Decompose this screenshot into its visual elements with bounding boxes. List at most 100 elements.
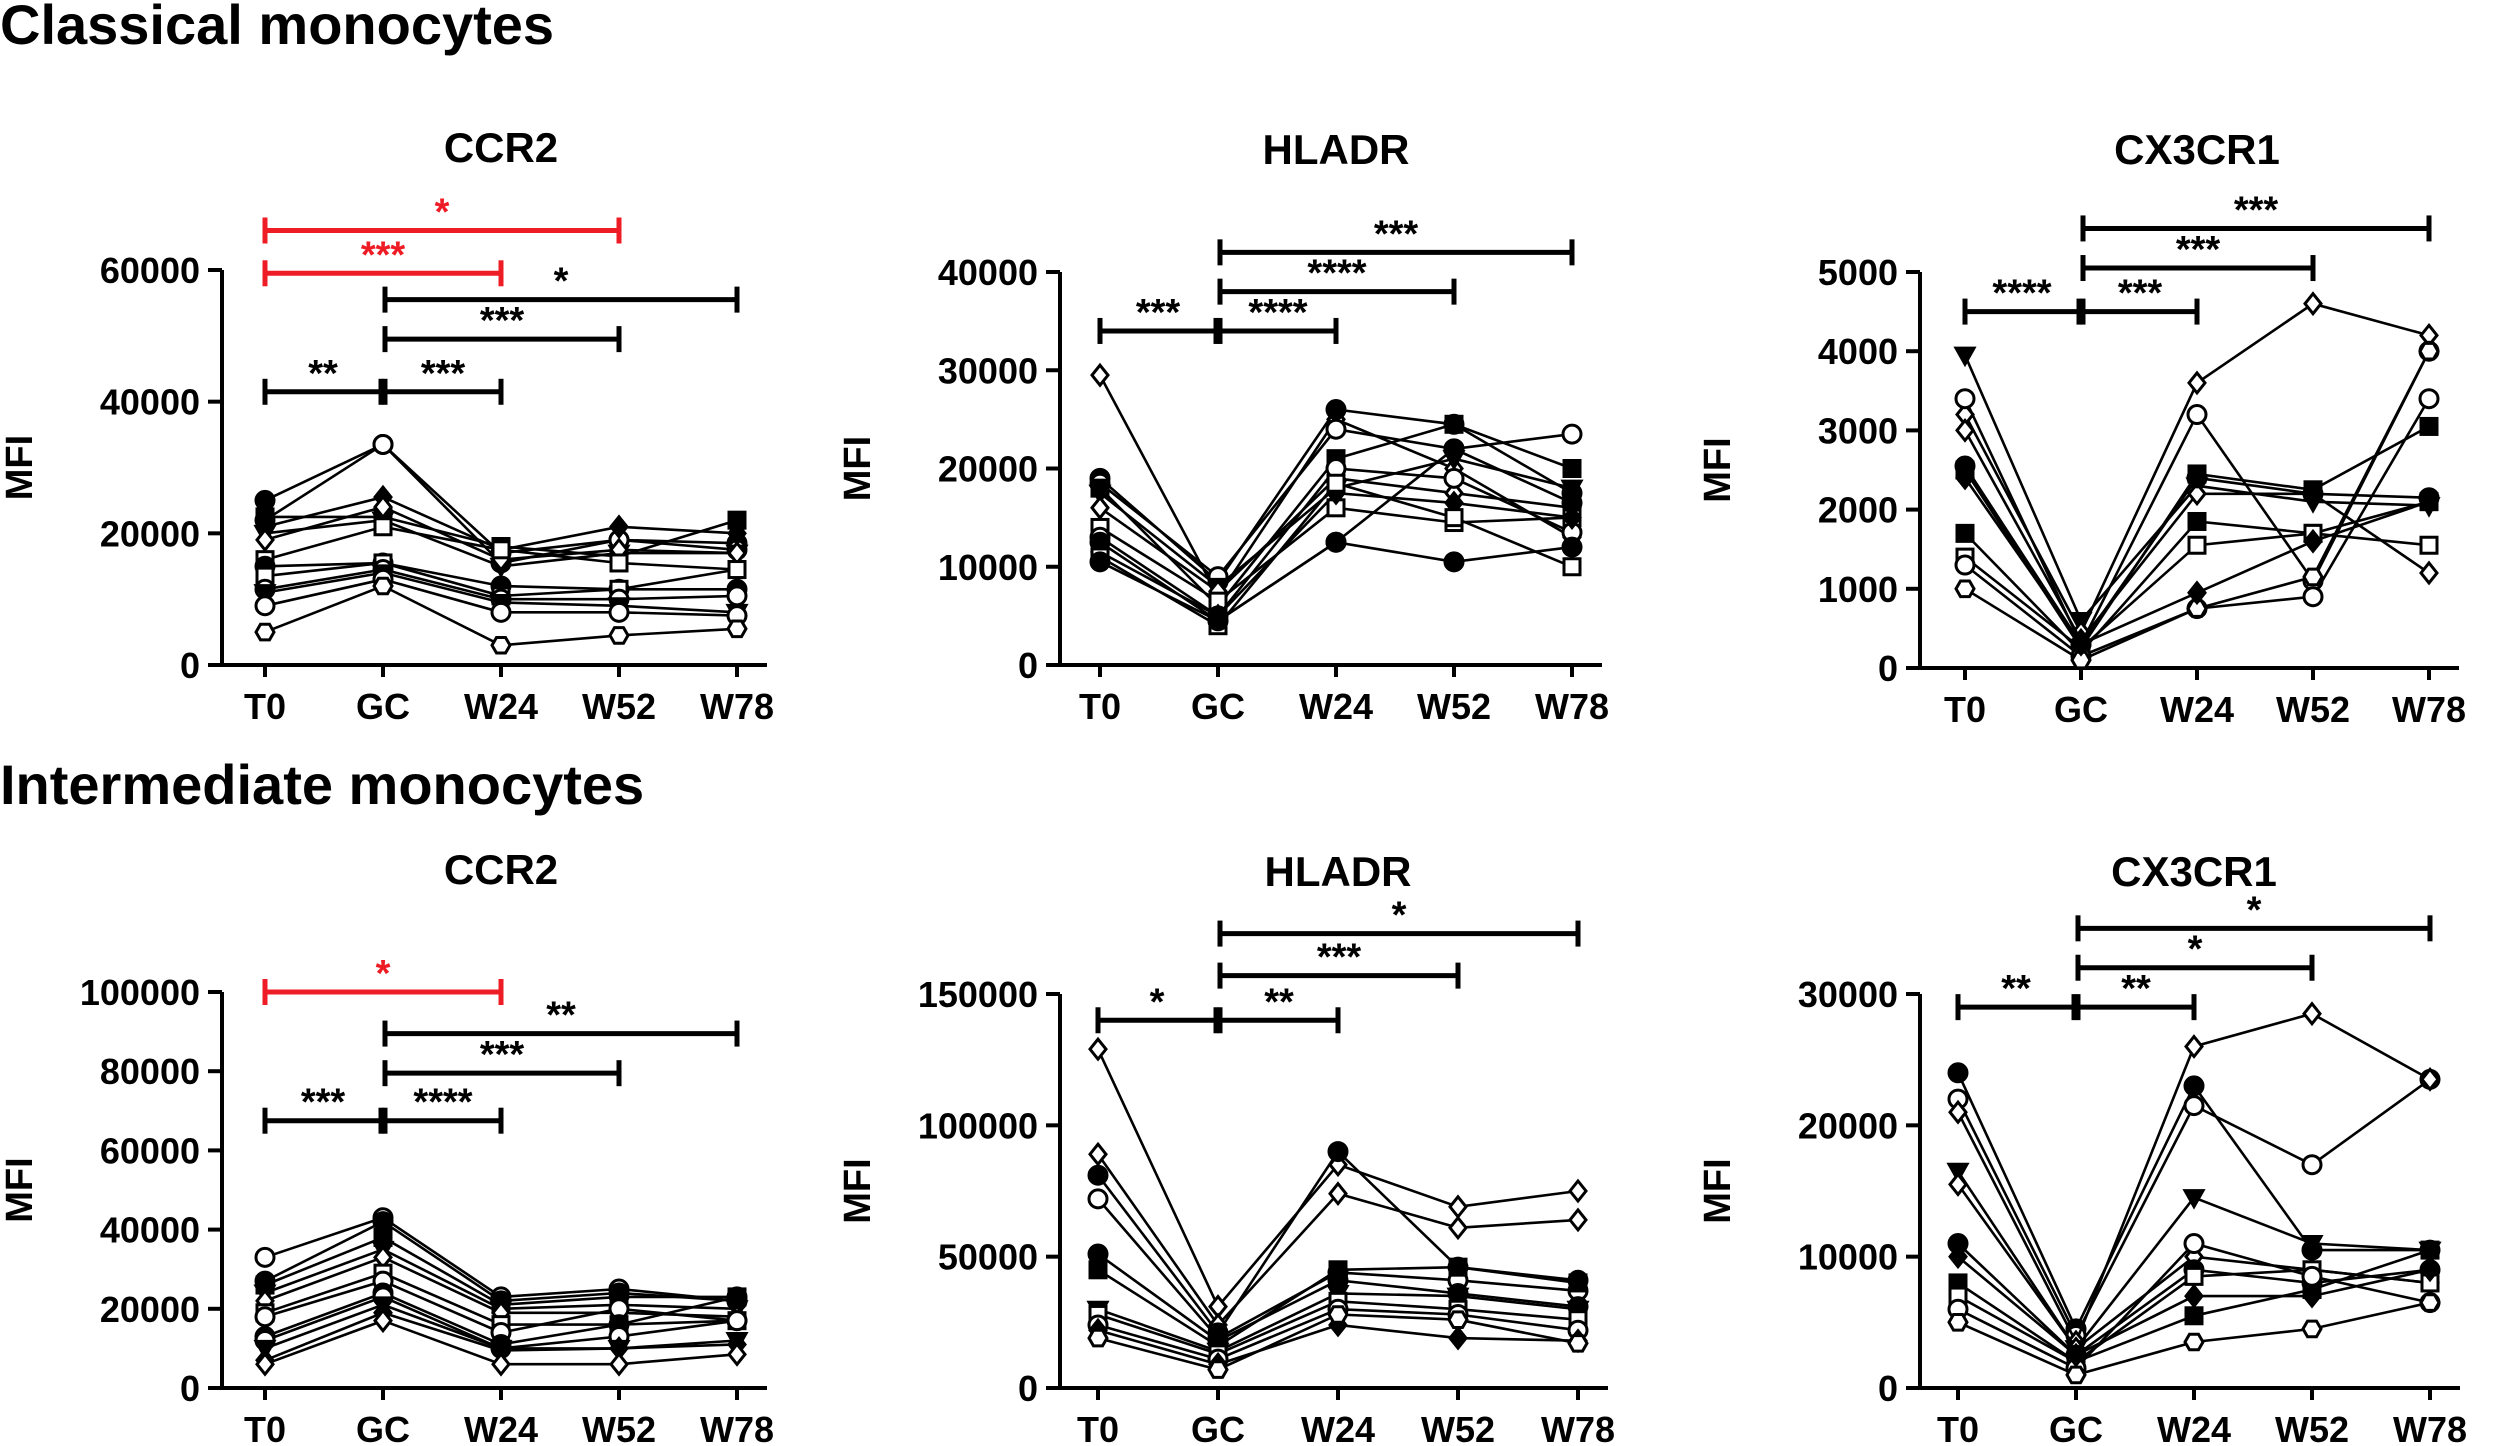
x-tick-label: GC [1191, 1409, 1245, 1446]
data-point [726, 619, 748, 639]
significance-bracket: * [262, 953, 504, 1005]
data-point [1948, 1099, 1968, 1125]
series-line [1099, 506, 1573, 603]
x-tick-label: W78 [700, 1409, 774, 1446]
data-point [1953, 346, 1977, 368]
x-tick-label: W52 [2275, 1409, 2349, 1446]
data-point [255, 527, 275, 553]
data-point [254, 1306, 276, 1328]
x-tick-label: W78 [2392, 689, 2466, 730]
x-tick-label: GC [356, 1409, 410, 1446]
data-point [1562, 505, 1582, 531]
y-tick-label: 10000 [1798, 1237, 1898, 1278]
data-point [2420, 1066, 2440, 1092]
significance-stars: *** [301, 1082, 346, 1124]
significance-stars: *** [1317, 937, 1362, 979]
y-tick-label: 5000 [1818, 252, 1898, 293]
data-point [255, 507, 275, 527]
data-point [255, 1351, 275, 1377]
data-point [1327, 1305, 1349, 1324]
data-point [2183, 1075, 2205, 1097]
y-tick-label: 20000 [100, 513, 200, 554]
x-tick-label: W24 [464, 1409, 538, 1446]
data-point [1207, 610, 1229, 632]
significance-stars: ** [2121, 968, 2151, 1010]
data-point [2303, 480, 2323, 500]
data-point [1443, 551, 1465, 573]
y-axis-label: MFI [1697, 437, 1739, 502]
data-point [1327, 1141, 1349, 1163]
y-tick-label: 60000 [100, 250, 200, 291]
significance-stars: *** [421, 353, 466, 395]
significance-stars: * [376, 953, 391, 995]
data-point [2186, 404, 2208, 426]
y-tick-label: 80000 [100, 1051, 200, 1092]
data-point [373, 494, 393, 520]
significance-stars: * [435, 192, 450, 234]
data-point [2418, 341, 2440, 361]
x-tick-label: W78 [1535, 686, 1609, 727]
data-point [2070, 650, 2092, 670]
series-11 [1087, 1305, 1589, 1379]
x-tick-label: GC [356, 686, 410, 727]
data-point [2302, 1283, 2322, 1309]
data-point [2419, 489, 2439, 515]
data-point [1448, 1257, 1468, 1277]
data-point [1446, 1287, 1470, 1309]
data-point [1568, 1273, 1588, 1293]
data-point [2301, 1265, 2323, 1287]
data-point [726, 1286, 748, 1308]
y-tick-label: 60000 [100, 1130, 200, 1171]
data-point [1448, 1325, 1468, 1351]
x-tick-label: T0 [1937, 1409, 1979, 1446]
x-tick-label: W78 [1541, 1409, 1615, 1446]
y-tick-label: 20000 [938, 449, 1038, 490]
data-point [1948, 1244, 1968, 1270]
data-point [254, 1246, 276, 1268]
series-11 [1955, 465, 2439, 657]
data-point [1090, 495, 1110, 521]
data-point [1447, 1310, 1469, 1329]
series-12 [1089, 531, 1583, 632]
data-point [254, 489, 276, 511]
significance-bracket: **** [1962, 273, 2082, 325]
data-point [1087, 1164, 1109, 1186]
y-tick-label: 50000 [938, 1237, 1038, 1278]
x-tick-label: GC [1191, 686, 1245, 727]
series-12 [255, 1308, 747, 1377]
series-5 [1954, 455, 2440, 655]
significance-bracket: *** [2080, 189, 2432, 242]
significance-stars: * [554, 261, 569, 303]
data-point [1955, 465, 1975, 491]
data-point [1954, 579, 1976, 599]
series-1 [1088, 1036, 1588, 1319]
data-point [1566, 1300, 1590, 1322]
data-point [2302, 1001, 2322, 1027]
y-tick-label: 3000 [1818, 410, 1898, 451]
y-axis-label: MFI [1697, 1158, 1739, 1223]
series-10 [1947, 1293, 2441, 1385]
significance-stars: ** [1264, 981, 1294, 1023]
series-11 [1948, 1244, 2440, 1368]
data-point [1328, 1181, 1348, 1207]
series-line [264, 442, 738, 555]
significance-stars: ** [308, 353, 338, 395]
data-point [1444, 508, 1464, 528]
y-tick-label: 0 [1878, 648, 1898, 689]
data-point [1090, 362, 1110, 388]
y-tick-label: 4000 [1818, 331, 1898, 372]
data-point [2302, 567, 2324, 587]
significance-bracket: ** [382, 995, 740, 1047]
data-point [1955, 417, 1975, 443]
y-tick-label: 0 [1878, 1368, 1898, 1409]
data-point [727, 510, 747, 530]
significance-bracket: *** [2080, 229, 2316, 282]
data-point [253, 584, 277, 605]
x-tick-label: T0 [1079, 686, 1121, 727]
series-2 [254, 1211, 748, 1312]
significance-bracket: **** [382, 1082, 504, 1134]
data-point [2420, 1257, 2440, 1283]
x-tick-label: W52 [582, 1409, 656, 1446]
series-line [1099, 540, 1573, 623]
significance-bracket: * [262, 192, 622, 244]
